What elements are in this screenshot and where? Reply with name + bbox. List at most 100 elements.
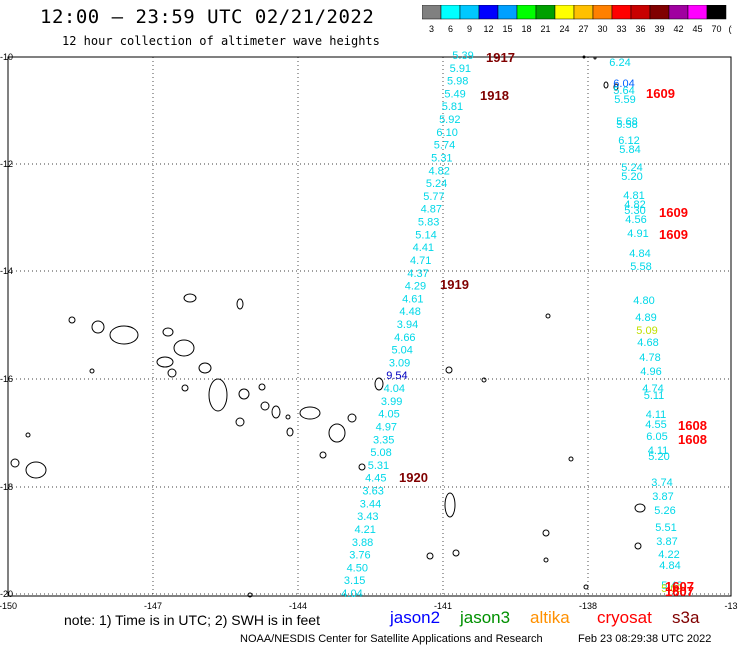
wave-height-value: 4.74 <box>642 383 663 395</box>
wave-height-value: 4.45 <box>365 473 386 485</box>
wave-height-value: 3.87 <box>652 491 673 503</box>
island-outline <box>181 384 189 392</box>
pass-time-marker: 1609 <box>659 205 688 220</box>
wave-height-value: 4.80 <box>633 295 654 307</box>
footer-credit: NOAA/NESDIS Center for Satellite Applica… <box>240 633 543 645</box>
footer-note: note: 1) Time is in UTC; 2) SWH is in fe… <box>64 612 320 628</box>
wave-height-value: 4.11 <box>648 445 669 457</box>
wave-height-value: 5.49 <box>444 88 465 100</box>
wave-height-value: 4.81 <box>623 190 644 202</box>
wave-height-value: 3.09 <box>389 357 410 369</box>
colorbar-label: 33 <box>616 24 626 34</box>
island-outline <box>89 368 95 374</box>
island-outline <box>545 313 551 319</box>
wave-height-value: 6.04 <box>613 78 634 90</box>
pass-time-marker: 1919 <box>440 277 469 292</box>
wave-height-value: 4.29 <box>405 281 426 293</box>
wave-height-value: 5.31 <box>431 152 452 164</box>
wave-height-value: 5.20 <box>648 451 669 463</box>
pass-time-marker: 1608 <box>678 418 707 433</box>
island-outline <box>319 451 327 459</box>
wave-height-value: 4.84 <box>659 560 680 572</box>
island-outline <box>583 584 589 590</box>
colorbar-swatch <box>706 5 727 20</box>
wave-height-value: 4.04 <box>384 383 405 395</box>
island-outline <box>374 377 384 391</box>
lat-tick-label: -16 <box>0 374 13 384</box>
island-outline <box>542 529 550 537</box>
wave-height-value: 5.74 <box>434 140 455 152</box>
wave-height-value: 4.50 <box>347 562 368 574</box>
colorbar-label: 15 <box>502 24 512 34</box>
wave-height-value: 5.83 <box>418 217 439 229</box>
colorbar-label: 39 <box>654 24 664 34</box>
wave-height-value: 4.56 <box>625 214 646 226</box>
colorbar-label: 21 <box>540 24 550 34</box>
wave-height-value: 3.94 <box>397 319 418 331</box>
island-outline <box>25 432 31 438</box>
wave-height-value: 5.20 <box>621 171 642 183</box>
colorbar-label: 12 <box>483 24 493 34</box>
colorbar-label: 6 <box>448 24 453 34</box>
colorbar-label: 45 <box>692 24 702 34</box>
colorbar-label: 9 <box>467 24 472 34</box>
island-outline <box>91 320 105 334</box>
pass-time-marker: 1920 <box>399 470 428 485</box>
wave-height-value: 3.87 <box>656 536 677 548</box>
island-outline <box>452 549 460 557</box>
wave-height-value: 5.81 <box>442 101 463 113</box>
wave-height-value: 3.76 <box>349 550 370 562</box>
pass-time-marker: 1918 <box>480 88 509 103</box>
island-outline <box>173 339 195 357</box>
wave-height-value: 5.92 <box>439 114 460 126</box>
island-outline <box>260 401 270 411</box>
pass-time-marker: 1917 <box>486 50 515 65</box>
island-outline <box>582 55 586 59</box>
pass-time-marker: 1608 <box>678 432 707 447</box>
wave-height-value: 5.26 <box>654 505 675 517</box>
island-outline <box>634 503 646 513</box>
wave-height-value: 5.59 <box>614 94 635 106</box>
wave-height-value: 4.82 <box>429 165 450 177</box>
wave-height-value: 4.82 <box>624 199 645 211</box>
wave-height-value: 4.21 <box>355 524 376 536</box>
wave-height-value: 5.14 <box>415 229 436 241</box>
satellite-cryosat: cryosat <box>597 608 652 627</box>
island-outline <box>593 56 597 60</box>
wave-height-value: 5.91 <box>450 63 471 75</box>
island-outline <box>444 492 456 518</box>
wave-height-value: 5.98 <box>447 76 468 88</box>
island-outline <box>285 414 291 420</box>
island-outline <box>247 592 253 598</box>
colorbar-label: 24 <box>559 24 569 34</box>
island-outline <box>358 463 366 471</box>
wave-height-value: 4.48 <box>399 306 420 318</box>
lat-tick-label: -12 <box>0 159 13 169</box>
wave-height-value: 6.12 <box>618 135 639 147</box>
wave-height-value: 4.84 <box>629 248 650 260</box>
colorbar-label: 27 <box>578 24 588 34</box>
wave-height-value: 5.09 <box>636 325 657 337</box>
island-outline <box>543 557 549 563</box>
wave-height-value: 5.64 <box>613 85 634 97</box>
island-outline <box>634 542 642 550</box>
wave-height-value: 4.97 <box>376 421 397 433</box>
wave-height-value: 5.11 <box>644 390 665 402</box>
wave-height-value: 4.78 <box>639 352 660 364</box>
lon-tick-label: -147 <box>144 601 162 611</box>
map-frame <box>7 56 732 597</box>
island-outline <box>156 356 174 368</box>
satellite-altika: altika <box>530 608 570 627</box>
lat-tick-label: -10 <box>0 52 13 62</box>
colorbar-label: 42 <box>673 24 683 34</box>
island-outline <box>236 298 244 310</box>
pass-time-marker: 1607 <box>665 579 694 594</box>
island-outline <box>426 552 434 560</box>
wave-height-value: 5.58 <box>616 119 637 131</box>
lat-tick-label: -20 <box>0 589 13 599</box>
colorbar-label: 70 <box>711 24 721 34</box>
colorbar-unit: (ft) <box>729 24 733 34</box>
wave-height-value: 4.89 <box>635 312 656 324</box>
pass-time-marker: 1609 <box>646 86 675 101</box>
island-outline <box>198 362 212 374</box>
